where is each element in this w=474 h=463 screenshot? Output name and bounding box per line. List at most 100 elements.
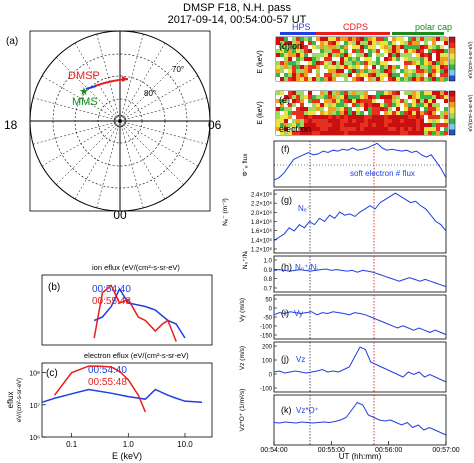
- spec-e-cell: [384, 127, 388, 131]
- spec-e-cell: [276, 131, 280, 135]
- spec-e-cell: [308, 119, 312, 123]
- panel-c-frame: [41, 362, 213, 438]
- spec-e-cell: [332, 91, 336, 95]
- spec-d-cell: [376, 45, 380, 49]
- spec-d-cell: [416, 49, 420, 53]
- spec-e-cell: [332, 131, 336, 135]
- spec-d-cell: [344, 65, 348, 69]
- spec-d-cell: [320, 49, 324, 53]
- spec-e-cell: [340, 119, 344, 123]
- spec-e-cell: [304, 111, 308, 115]
- spec-e-cell: [300, 127, 304, 131]
- spec-e-cell: [440, 107, 444, 111]
- spec-d-cell: [388, 69, 392, 73]
- panel-c-title: electron eflux (eV/(cm²-s-sr-eV): [84, 351, 189, 360]
- spec-e-cell: [424, 95, 428, 99]
- spec-d-cell: [276, 73, 280, 77]
- spec-d-cell: [360, 57, 364, 61]
- spec-e-cell: [436, 107, 440, 111]
- spec-d-cell: [396, 73, 400, 77]
- spec-e-cell: [444, 95, 448, 99]
- lat-label-80: 80°: [144, 89, 156, 98]
- spec-d-cell: [432, 57, 436, 61]
- spec-d-cell: [332, 65, 336, 69]
- spec-e-cell: [320, 111, 324, 115]
- spec-d-cell: [328, 73, 332, 77]
- line-panel-ytick-label: 1.6×10⁶: [251, 228, 273, 235]
- spec-e-cell: [392, 123, 396, 127]
- spec-d-cell: [292, 53, 296, 57]
- spec-d-cell: [300, 77, 304, 81]
- spec-e-cell: [440, 131, 444, 135]
- spec-e-cell: [380, 91, 384, 95]
- spec-d-cell: [388, 45, 392, 49]
- spec-d-cell: [360, 45, 364, 49]
- spec-d-cell: [440, 45, 444, 49]
- spec-d-cell: [420, 61, 424, 65]
- line-panel-frame: [273, 394, 447, 446]
- spec-d-cell: [380, 45, 384, 49]
- spec-d-cell: [396, 61, 400, 65]
- colorbar-segment: [449, 129, 455, 135]
- spec-e-cell: [420, 91, 424, 95]
- spec-d-cell: [420, 45, 424, 49]
- spec-d-cell: [356, 77, 360, 81]
- spec-d-cell: [288, 57, 292, 61]
- panel-f-text: soft electron # flux: [350, 169, 415, 178]
- polar-spoke: [33, 120, 121, 145]
- spec-d-cell: [436, 49, 440, 53]
- spec-d-cell: [440, 69, 444, 73]
- dmsp-label: DMSP: [68, 70, 100, 82]
- spec-e-cell: [376, 115, 380, 119]
- spec-d-cell: [372, 57, 376, 61]
- spec-e-cell: [364, 91, 368, 95]
- panel-k-label: (k): [281, 405, 292, 415]
- spec-d-cell: [384, 49, 388, 53]
- spec-d-cell: [424, 57, 428, 61]
- spec-e-cell: [328, 123, 332, 127]
- spec-d-cell: [372, 37, 376, 41]
- spec-d-cell: [372, 61, 376, 65]
- spec-d-cell: [300, 69, 304, 73]
- spec-d-cell: [384, 45, 388, 49]
- spec-e-cell: [356, 119, 360, 123]
- spec-d-cell: [336, 57, 340, 61]
- spec-d-cell: [432, 41, 436, 45]
- spec-e-cell: [380, 107, 384, 111]
- spec-e-cell: [352, 103, 356, 107]
- spec-d-cell: [356, 73, 360, 77]
- spec-e-cell: [284, 131, 288, 135]
- spec-e-cell: [316, 115, 320, 119]
- spec-e-cell: [364, 127, 368, 131]
- spec-d-cell: [364, 73, 368, 77]
- spec-e-cell: [364, 123, 368, 127]
- panel-j-text: Vz: [296, 355, 305, 364]
- spec-e-cell: [320, 91, 324, 95]
- spec-d-cell: [444, 77, 448, 81]
- colorbar-segment: [449, 53, 455, 59]
- spec-e-cell: [292, 127, 296, 131]
- spec-d-cell: [312, 61, 316, 65]
- spec-d-cell: [424, 37, 428, 41]
- spec-e-cell: [356, 127, 360, 131]
- spec-d-cell: [436, 69, 440, 73]
- spec-d-cell: [308, 69, 312, 73]
- panel-b-time2: 00:55:48: [92, 296, 131, 307]
- spec-d-cell: [380, 65, 384, 69]
- spec-e-cell: [332, 107, 336, 111]
- spec-d-cell: [380, 69, 384, 73]
- spec-d-cell: [324, 69, 328, 73]
- spec-d-cell: [340, 45, 344, 49]
- spec-e-cell: [320, 127, 324, 131]
- spec-e-cell: [360, 99, 364, 103]
- spec-d-cell: [420, 49, 424, 53]
- spec-d-cell: [352, 53, 356, 57]
- spec-d-cell: [324, 53, 328, 57]
- spec-d-cell: [296, 57, 300, 61]
- panel-i-text: Vy: [294, 309, 303, 318]
- spec-d-cell: [400, 53, 404, 57]
- spec-d-cell: [304, 65, 308, 69]
- spec-e-cell: [348, 95, 352, 99]
- spec-d-cell: [396, 53, 400, 57]
- spec-e-cell: [392, 103, 396, 107]
